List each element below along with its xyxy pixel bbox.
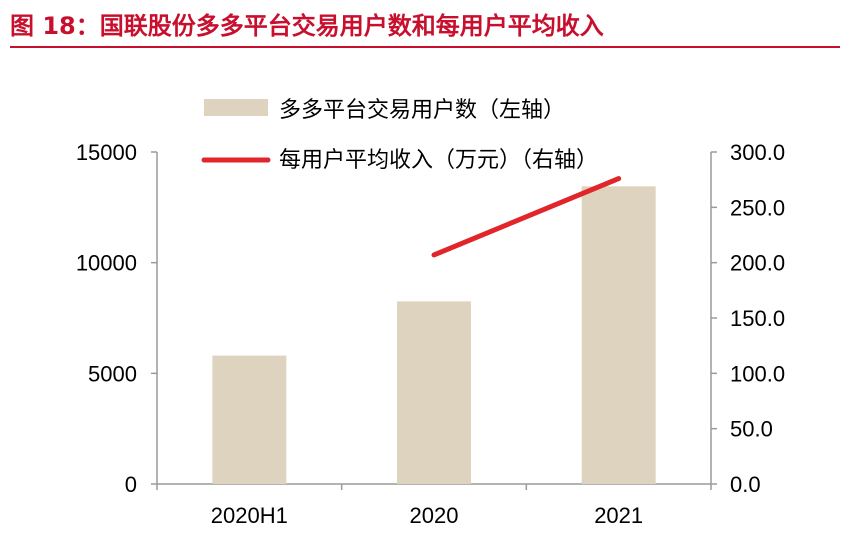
- right-tick-label: 100.0: [730, 361, 785, 386]
- right-tick-label: 50.0: [730, 417, 773, 442]
- left-axis: 0 5000 10000 15000: [76, 140, 158, 497]
- right-tick-label: 250.0: [730, 195, 785, 220]
- legend-line-label: 每用户平均收入（万元）（右轴）: [279, 147, 598, 172]
- left-tick-label: 15000: [76, 140, 137, 165]
- left-tick-label: 10000: [76, 251, 137, 276]
- right-tick-label: 300.0: [730, 140, 785, 165]
- legend: 多多平台交易用户数（左轴） 每用户平均收入（万元）（右轴）: [201, 97, 598, 172]
- title-divider: [10, 46, 840, 48]
- bar: [581, 186, 656, 484]
- x-tick-label: 2021: [594, 503, 643, 528]
- right-tick-label: 150.0: [730, 306, 785, 331]
- legend-bar-swatch: [204, 99, 268, 116]
- legend-bar-label: 多多平台交易用户数（左轴）: [279, 97, 565, 122]
- line-series-path: [431, 176, 622, 258]
- left-tick-label: 0: [125, 472, 137, 497]
- line-series: [431, 176, 622, 258]
- bars: [212, 186, 656, 484]
- bar: [212, 355, 287, 484]
- right-tick-label: 0.0: [730, 472, 761, 497]
- bar: [397, 301, 471, 484]
- x-tick-label: 2020: [410, 503, 459, 528]
- left-axis-ticks: 0 5000 10000 15000: [76, 140, 157, 497]
- figure-title: 图 18：国联股份多多平台交易用户数和每用户平均收入: [10, 12, 604, 40]
- left-tick-label: 5000: [88, 361, 137, 386]
- x-tick-labels: 2020H1 2020 2021: [156, 484, 712, 528]
- x-tick-label: 2020H1: [211, 503, 288, 528]
- right-axis-ticks: 0.0 50.0 100.0 150.0 200.0 250.0 300.0: [711, 140, 785, 497]
- right-tick-label: 200.0: [730, 251, 785, 276]
- right-axis: 0.0 50.0 100.0 150.0 200.0 250.0 300.0: [710, 140, 785, 497]
